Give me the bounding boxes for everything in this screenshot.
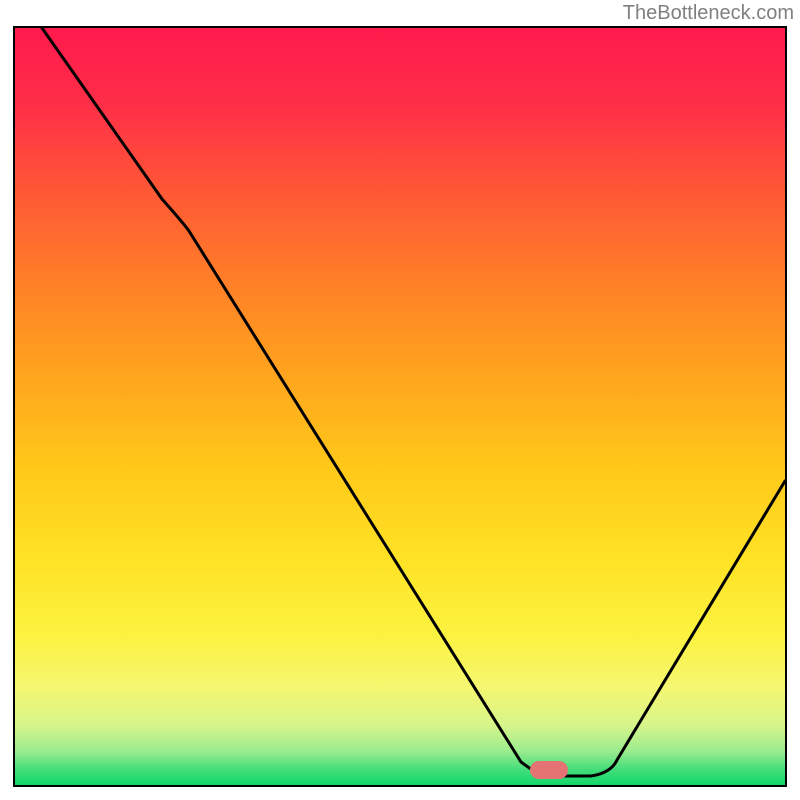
bottleneck-curve: [15, 28, 785, 785]
chart-area: [13, 26, 787, 787]
optimal-point-marker: [530, 761, 568, 779]
watermark-text: TheBottleneck.com: [623, 2, 794, 25]
chart-plot-area: [15, 28, 785, 785]
curve-line: [42, 28, 785, 776]
